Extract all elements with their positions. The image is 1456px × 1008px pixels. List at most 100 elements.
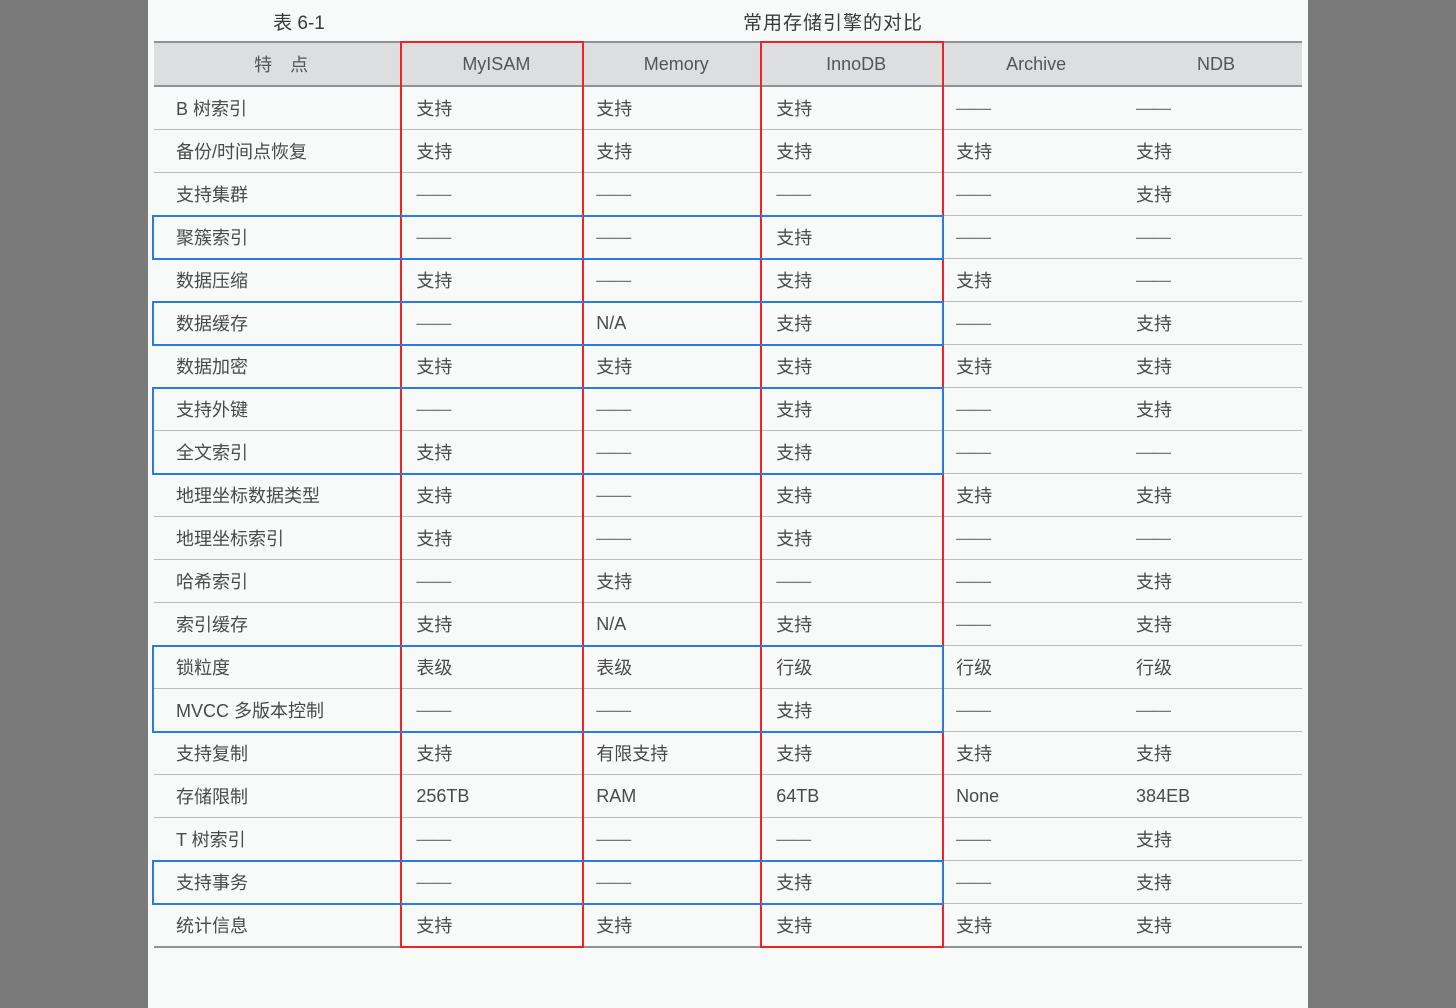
dash-icon: ——	[596, 700, 630, 720]
feature-cell: 数据缓存	[154, 302, 402, 345]
feature-cell: 地理坐标数据类型	[154, 474, 402, 517]
column-header-archive: Archive	[942, 42, 1122, 86]
dash-icon: ——	[416, 399, 450, 419]
dash-icon: ——	[956, 700, 990, 720]
dash-icon: ——	[596, 528, 630, 548]
value-cell: ——	[402, 818, 582, 861]
value-cell: 支持	[1122, 861, 1302, 904]
dash-icon: ——	[596, 485, 630, 505]
value-cell: 表级	[402, 646, 582, 689]
dash-icon: ——	[956, 184, 990, 204]
value-cell: 行级	[942, 646, 1122, 689]
dash-icon: ——	[596, 872, 630, 892]
value-cell: ——	[402, 173, 582, 216]
dash-icon: ——	[416, 829, 450, 849]
dash-icon: ——	[956, 442, 990, 462]
dash-icon: ——	[416, 872, 450, 892]
value-cell: 支持	[402, 130, 582, 173]
value-cell: 支持	[1122, 603, 1302, 646]
feature-cell: 支持复制	[154, 732, 402, 775]
table-row: 哈希索引——支持————支持	[154, 560, 1302, 603]
table-row: 存储限制256TBRAM64TBNone384EB	[154, 775, 1302, 818]
value-cell: RAM	[582, 775, 762, 818]
dash-icon: ——	[596, 270, 630, 290]
dash-icon: ——	[596, 829, 630, 849]
value-cell: 支持	[762, 259, 942, 302]
value-cell: ——	[582, 861, 762, 904]
dash-icon: ——	[416, 184, 450, 204]
dash-icon: ——	[776, 184, 810, 204]
table-row: 支持事务————支持——支持	[154, 861, 1302, 904]
value-cell: ——	[942, 431, 1122, 474]
value-cell: ——	[582, 388, 762, 431]
dash-icon: ——	[956, 571, 990, 591]
feature-cell: MVCC 多版本控制	[154, 689, 402, 732]
value-cell: ——	[942, 689, 1122, 732]
value-cell: ——	[942, 173, 1122, 216]
column-header-myisam: MyISAM	[402, 42, 582, 86]
value-cell: 表级	[582, 646, 762, 689]
dash-icon: ——	[956, 872, 990, 892]
dash-icon: ——	[416, 313, 450, 333]
table-row: 数据压缩支持——支持支持——	[154, 259, 1302, 302]
feature-cell: B 树索引	[154, 86, 402, 130]
value-cell: ——	[942, 302, 1122, 345]
dash-icon: ——	[956, 528, 990, 548]
dash-icon: ——	[1136, 270, 1170, 290]
table-row: B 树索引支持支持支持————	[154, 86, 1302, 130]
dash-icon: ——	[956, 98, 990, 118]
value-cell: 支持	[1122, 732, 1302, 775]
value-cell: 支持	[582, 345, 762, 388]
dash-icon: ——	[956, 399, 990, 419]
column-header-innodb: InnoDB	[762, 42, 942, 86]
value-cell: 384EB	[1122, 775, 1302, 818]
table-row: 地理坐标数据类型支持——支持支持支持	[154, 474, 1302, 517]
value-cell: ——	[582, 173, 762, 216]
table-wrapper: 特点MyISAMMemoryInnoDBArchiveNDB B 树索引支持支持…	[154, 41, 1302, 948]
feature-cell: 支持事务	[154, 861, 402, 904]
value-cell: 支持	[942, 732, 1122, 775]
value-cell: 支持	[762, 86, 942, 130]
feature-cell: 锁粒度	[154, 646, 402, 689]
value-cell: 支持	[1122, 345, 1302, 388]
value-cell: ——	[942, 216, 1122, 259]
dash-icon: ——	[956, 829, 990, 849]
value-cell: ——	[1122, 259, 1302, 302]
table-row: 锁粒度表级表级行级行级行级	[154, 646, 1302, 689]
value-cell: 支持	[762, 603, 942, 646]
value-cell: 支持	[1122, 173, 1302, 216]
dash-icon: ——	[1136, 227, 1170, 247]
value-cell: ——	[1122, 86, 1302, 130]
value-cell: 支持	[402, 474, 582, 517]
value-cell: 支持	[1122, 560, 1302, 603]
dash-icon: ——	[956, 614, 990, 634]
feature-cell: 数据加密	[154, 345, 402, 388]
value-cell: 行级	[762, 646, 942, 689]
value-cell: 支持	[762, 689, 942, 732]
value-cell: ——	[1122, 517, 1302, 560]
value-cell: ——	[942, 86, 1122, 130]
value-cell: 支持	[402, 259, 582, 302]
feature-cell: 数据压缩	[154, 259, 402, 302]
value-cell: 支持	[402, 431, 582, 474]
feature-cell: 支持集群	[154, 173, 402, 216]
feature-cell: 备份/时间点恢复	[154, 130, 402, 173]
dash-icon: ——	[416, 700, 450, 720]
value-cell: ——	[582, 431, 762, 474]
dash-icon: ——	[956, 313, 990, 333]
feature-cell: 全文索引	[154, 431, 402, 474]
table-row: MVCC 多版本控制————支持————	[154, 689, 1302, 732]
table-row: 支持外键————支持——支持	[154, 388, 1302, 431]
value-cell: 支持	[582, 904, 762, 948]
table-row: 支持集群 —— —— —— —— 支持	[154, 173, 1302, 216]
value-cell: ——	[402, 216, 582, 259]
value-cell: 支持	[762, 904, 942, 948]
dash-icon: ——	[596, 399, 630, 419]
value-cell: 支持	[1122, 388, 1302, 431]
value-cell: ——	[1122, 216, 1302, 259]
value-cell: 支持	[402, 603, 582, 646]
value-cell: 支持	[402, 86, 582, 130]
storage-engine-comparison-table: 特点MyISAMMemoryInnoDBArchiveNDB B 树索引支持支持…	[154, 41, 1302, 948]
value-cell: 行级	[1122, 646, 1302, 689]
feature-cell: 存储限制	[154, 775, 402, 818]
